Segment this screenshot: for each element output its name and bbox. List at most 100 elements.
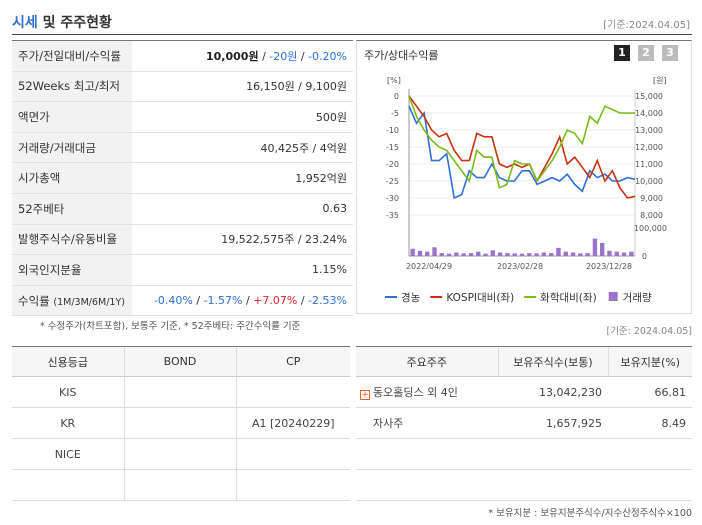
credit-bond [123,438,236,470]
quote-row: 액면가 500원 [12,101,353,133]
chart-tab-2[interactable]: 2 [638,45,654,61]
volume-bar [621,252,627,256]
chart-tab-3[interactable]: 3 [662,45,678,61]
title-main: 시세 [12,15,38,31]
holder-shares: 13,042,230 [498,376,608,408]
volume-bar [454,252,459,256]
volume-bar [534,253,539,256]
right-tick-label: 12,000 [635,143,663,152]
volume-bar [505,253,510,256]
left-tick-label: -25 [386,177,399,186]
x-tick-label: 2023/12/28 [586,262,632,271]
volume-bar [425,251,430,256]
quote-row: 거래량/거래대금 40,425주 / 4억원 [12,132,353,164]
separator: / [196,294,201,308]
credit-row [12,469,350,501]
volume-bar [600,242,605,256]
volume-bar [592,238,598,256]
quote-label: 거래량/거래대금 [12,132,132,164]
credit-agency: NICE [12,438,124,470]
quote-value: 1,952억원 [132,162,353,194]
credit-rating-table: 신용등급 BOND CP KIS KR A1 [20240229] NICE [12,346,350,501]
volume-bar [476,251,481,256]
holder-name-cell[interactable]: + 동오홀딩스 외 4인 [356,376,498,408]
legend-swatch [608,292,618,301]
quote-row: 52Weeks 최고/최저 16,150원 / 9,100원 [12,71,353,103]
returns-label: 수익률 [18,293,50,308]
left-tick-label: 0 [394,92,399,101]
volume-bar [556,247,561,256]
quote-label: 주가/전일대비/수익률 [12,40,132,72]
holder-col-header: 보유지분(%) [607,346,692,377]
volume-bar [490,250,496,256]
holder-name[interactable]: 동오홀딩스 외 4인 [373,386,458,399]
credit-agency: KIS [12,376,124,408]
quote-row: 시가총액 1,952억원 [12,162,353,194]
volume-tick-label: 0 [642,252,647,261]
return-1y: -2.53% [308,294,347,308]
price-value: 10,000원 [206,49,259,63]
volume-bar [483,253,488,256]
legend-label: 경농 [401,291,421,304]
volume-bar [519,253,525,256]
return-1m: -0.40% [153,294,193,308]
credit-agency [12,469,124,501]
holder-name: 자사주 [356,407,498,439]
quote-row: 발행주식수/유동비율 19,522,575주 / 23.24% [12,224,353,256]
credit-header-row: 신용등급 BOND CP [12,346,350,377]
separator: / [245,294,250,308]
footnote-quote: * 수정주가(차트포함), 보통주 기준, * 52주베타: 주간수익률 기준 [40,321,301,332]
holder-row-empty [356,438,692,470]
credit-col-header: CP [235,346,350,377]
quote-row: 외국인지분율 1.15% [12,254,353,286]
volume-bar [497,252,503,256]
right-tick-label: 10,000 [635,177,663,186]
quote-label: 수익률 (1M/3M/6M/1Y) [12,285,132,317]
left-axis-unit: [%] [387,76,401,85]
series-line-1 [408,105,636,200]
return-3m: -1.57% [203,294,243,308]
volume-bar [417,250,423,256]
holder-col-header: 주요주주 [356,346,498,377]
quote-label: 52주베타 [12,193,132,225]
quote-label: 발행주식수/유동비율 [12,224,132,256]
volume-bar [527,253,532,256]
holder-row: 자사주 1,657,925 8.49 [356,407,692,439]
quote-row-price: 주가/전일대비/수익률 10,000원 / -20원 / -0.20% [12,40,353,72]
left-tick-label: -30 [386,194,399,203]
quote-value: 0.63 [132,193,353,225]
credit-agency: KR [12,407,124,439]
volume-bar [607,250,612,256]
footnote-holders: * 보유지분 : 보유지분주식수/지수산정주식수×100 [488,508,692,519]
volume-bar [432,247,437,256]
quote-value: 16,150원 / 9,100원 [132,71,353,103]
holder-pct: 66.81 [608,376,692,408]
separator: / [297,49,309,63]
expand-plus-icon[interactable]: + [360,390,370,400]
credit-row: KIS [12,376,350,408]
volume-bar [541,252,547,256]
quote-value: -0.40% / -1.57% / +7.07% / -2.53% [132,285,353,317]
chart-panel: 주가/상대수익률 1 2 3 [%] [원] 0 -5 -10 -15 -20 -25 -30 -… [356,40,692,314]
holder-row: + 동오홀딩스 외 4인 13,042,230 66.81 [356,376,692,408]
left-tick-label: -20 [386,160,399,169]
credit-cp [235,376,350,408]
right-tick-label: 15,000 [635,92,663,101]
section-title: 시세 및 주주현황 [12,12,112,32]
quote-label: 액면가 [12,101,132,133]
credit-cp: A1 [20240229] [235,407,350,439]
section-title-bar: 시세 및 주주현황 [기준:2024.04.05] [12,9,692,35]
volume-bar [512,253,517,256]
x-tick-label: 2023/02/28 [497,262,543,271]
series-line-3 [408,95,635,189]
return-6m: +7.07% [253,294,298,308]
credit-cp [235,469,350,501]
credit-bond [123,469,236,501]
left-tick-label: -5 [391,109,399,118]
volume-bar [585,253,590,256]
credit-cp [235,438,350,470]
rate-value: -0.20% [308,49,347,63]
price-chart: [%] [원] 0 -5 -10 -15 -20 -25 -30 -35 15,000 14,000 1… [385,76,667,304]
chart-tab-1[interactable]: 1 [614,45,630,61]
quote-label: 시가총액 [12,162,132,194]
